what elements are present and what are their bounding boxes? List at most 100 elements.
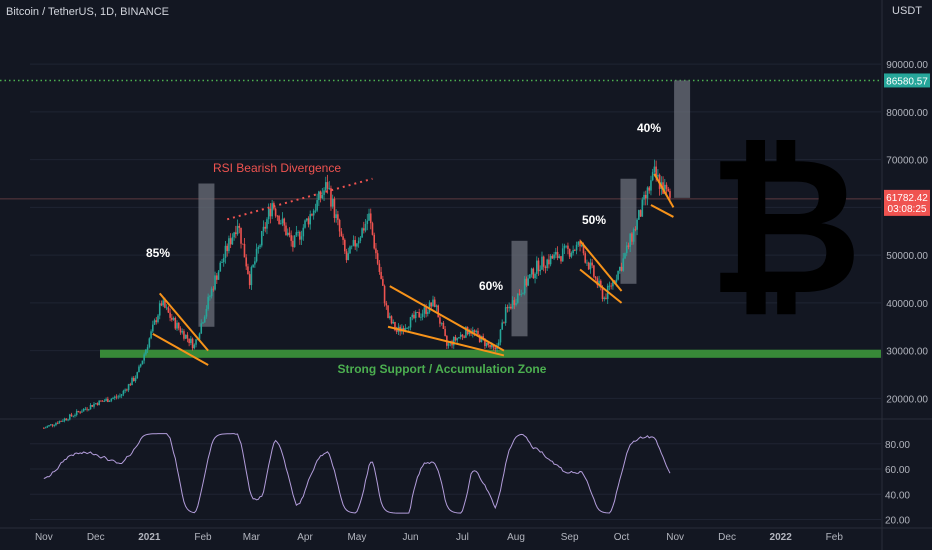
candle-body <box>51 424 54 426</box>
wedge-line[interactable] <box>152 333 209 366</box>
candle-body <box>314 210 317 212</box>
candle-body <box>580 244 583 247</box>
candle-body <box>373 234 376 249</box>
candle-body <box>235 232 237 235</box>
candle-body <box>409 317 412 328</box>
candle-body <box>425 307 427 314</box>
candle-body <box>541 256 543 270</box>
candle-body <box>461 334 464 337</box>
candle-body <box>513 300 516 305</box>
candle-body <box>364 223 367 231</box>
candle-body <box>293 235 296 248</box>
candle-body <box>390 316 393 324</box>
candle-body <box>101 400 104 402</box>
candle-body <box>188 338 190 343</box>
candle-body <box>366 220 369 224</box>
candle-body <box>523 278 526 294</box>
candle-body <box>480 336 483 343</box>
candle-body <box>612 280 614 287</box>
candle-body <box>288 232 291 236</box>
candle-body <box>236 225 239 235</box>
candle-body <box>117 396 120 398</box>
candle-body <box>556 251 559 258</box>
price-tick-label: 70000.00 <box>886 156 928 167</box>
divergence-line[interactable] <box>226 177 373 221</box>
candle-body <box>164 300 166 308</box>
candle-body <box>337 214 339 220</box>
oscillator-tick-label: 80.00 <box>885 440 910 451</box>
candle-body <box>587 262 590 270</box>
oscillator-line <box>43 433 671 514</box>
percent-label: 50% <box>582 213 606 227</box>
candle-body <box>492 344 495 348</box>
candle-body <box>75 410 78 416</box>
candle-body <box>598 280 600 286</box>
candle-body <box>143 354 145 361</box>
candle-body <box>593 265 595 277</box>
oscillator-tick-label: 20.00 <box>885 516 910 527</box>
candle-body <box>503 322 505 324</box>
candle-body <box>520 294 523 295</box>
candle-body <box>171 317 173 320</box>
candle-body <box>491 344 493 348</box>
candle-body <box>487 342 490 345</box>
candle-body <box>361 228 363 238</box>
candle-body <box>667 188 670 192</box>
candle-body <box>565 245 567 247</box>
candle-body <box>191 338 194 349</box>
candle-body <box>62 420 64 422</box>
candle-body <box>484 338 486 346</box>
candle-body <box>210 288 213 297</box>
wedge-line[interactable] <box>653 173 675 208</box>
wedge-line[interactable] <box>387 325 505 357</box>
currency-unit[interactable]: USDT <box>892 5 922 17</box>
candle-body <box>356 243 358 247</box>
candle-body <box>406 328 408 329</box>
candle-body <box>657 174 659 177</box>
candle-body <box>110 398 113 401</box>
candle-body <box>63 418 66 421</box>
candle-body <box>222 257 225 263</box>
candle-body <box>648 187 651 191</box>
candle-body <box>582 244 585 254</box>
candle-body <box>148 338 151 348</box>
candle-body <box>91 405 94 407</box>
candle-body <box>216 275 218 280</box>
measure-box <box>511 240 528 337</box>
wedge-line[interactable] <box>579 240 623 292</box>
candle-body <box>132 377 135 382</box>
candle-body <box>363 228 365 231</box>
candle-body <box>184 334 187 339</box>
wedge-line[interactable] <box>650 204 674 218</box>
wedge-line[interactable] <box>389 285 505 352</box>
candle-body <box>267 208 270 220</box>
candle-body <box>281 218 284 224</box>
candle-body <box>269 208 272 217</box>
wedge-line[interactable] <box>158 292 209 352</box>
candle-body <box>432 299 434 307</box>
candle-body <box>482 336 484 339</box>
candle-body <box>663 184 666 194</box>
candle-body <box>330 188 332 207</box>
candle-body <box>324 182 327 191</box>
candle-body <box>105 398 107 401</box>
candle-body <box>286 232 289 236</box>
candle-body <box>608 285 611 287</box>
candle-body <box>302 227 305 237</box>
candle-body <box>579 241 581 247</box>
candle-body <box>307 218 310 225</box>
price-tick-label: 20000.00 <box>886 394 928 405</box>
candle-body <box>368 213 370 221</box>
candle-body <box>77 410 80 412</box>
candle-body <box>209 296 211 297</box>
candle-body <box>506 307 509 309</box>
candle-body <box>420 316 422 318</box>
candle-body <box>473 330 476 333</box>
candle-body <box>350 245 353 247</box>
candle-body <box>529 274 531 279</box>
candle-body <box>257 247 260 249</box>
candle-body <box>108 400 111 402</box>
wedge-line[interactable] <box>579 268 623 304</box>
candle-body <box>644 194 647 199</box>
